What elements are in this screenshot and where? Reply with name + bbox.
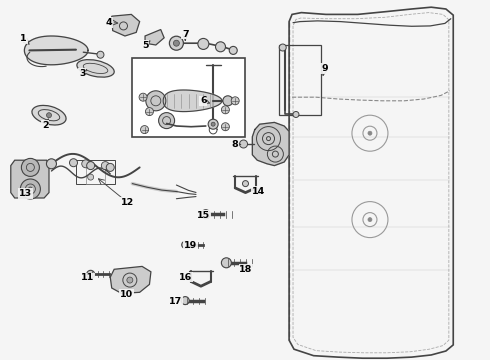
Circle shape: [216, 42, 225, 52]
Circle shape: [368, 217, 372, 222]
Polygon shape: [11, 160, 49, 198]
Polygon shape: [163, 90, 222, 112]
Circle shape: [181, 297, 189, 305]
Text: 12: 12: [121, 198, 134, 207]
Text: 19: 19: [183, 241, 197, 250]
Circle shape: [229, 46, 237, 54]
Circle shape: [146, 91, 166, 111]
Circle shape: [88, 174, 94, 180]
Circle shape: [201, 210, 210, 219]
Circle shape: [243, 181, 248, 186]
Circle shape: [21, 179, 40, 199]
Circle shape: [221, 123, 229, 131]
Circle shape: [293, 112, 299, 117]
Circle shape: [101, 162, 109, 170]
Circle shape: [87, 162, 95, 170]
Text: 16: 16: [178, 273, 192, 282]
Circle shape: [87, 270, 95, 278]
Bar: [279, 45, 321, 115]
Circle shape: [139, 93, 147, 101]
Text: 15: 15: [197, 211, 210, 220]
Bar: [76, 160, 115, 184]
Text: 13: 13: [19, 189, 32, 198]
Circle shape: [106, 163, 114, 171]
Circle shape: [146, 108, 153, 116]
Text: 10: 10: [120, 290, 133, 299]
Circle shape: [211, 122, 215, 126]
Circle shape: [170, 36, 183, 50]
Polygon shape: [252, 122, 289, 166]
Circle shape: [173, 40, 179, 46]
Text: 11: 11: [80, 274, 94, 282]
Text: 5: 5: [142, 40, 148, 49]
Text: 2: 2: [42, 121, 49, 130]
Circle shape: [141, 126, 148, 134]
Circle shape: [231, 97, 239, 105]
Circle shape: [221, 106, 229, 114]
Circle shape: [240, 140, 247, 148]
Circle shape: [208, 119, 218, 129]
Circle shape: [198, 39, 209, 49]
Ellipse shape: [32, 105, 66, 125]
Circle shape: [22, 158, 39, 176]
Text: 7: 7: [182, 30, 189, 39]
Circle shape: [223, 96, 233, 106]
Circle shape: [127, 277, 133, 283]
Polygon shape: [24, 36, 88, 65]
Circle shape: [47, 113, 51, 118]
Circle shape: [182, 241, 189, 248]
Text: 3: 3: [79, 69, 86, 78]
Circle shape: [221, 258, 231, 268]
Circle shape: [97, 51, 104, 58]
Text: 8: 8: [232, 140, 239, 149]
Circle shape: [28, 187, 32, 191]
Circle shape: [70, 159, 77, 167]
Text: 6: 6: [200, 96, 207, 105]
Polygon shape: [110, 266, 151, 293]
Circle shape: [47, 159, 56, 169]
Bar: [132, 58, 245, 137]
Text: 9: 9: [321, 64, 328, 73]
Circle shape: [279, 44, 286, 51]
Polygon shape: [112, 14, 140, 36]
Circle shape: [368, 131, 372, 135]
Circle shape: [159, 113, 174, 129]
Text: 17: 17: [169, 297, 182, 306]
Text: 14: 14: [252, 187, 266, 196]
Text: 18: 18: [239, 265, 253, 274]
Text: 4: 4: [105, 18, 112, 27]
Ellipse shape: [77, 60, 114, 77]
Circle shape: [82, 160, 90, 168]
Polygon shape: [145, 30, 164, 45]
Text: 1: 1: [20, 34, 27, 43]
